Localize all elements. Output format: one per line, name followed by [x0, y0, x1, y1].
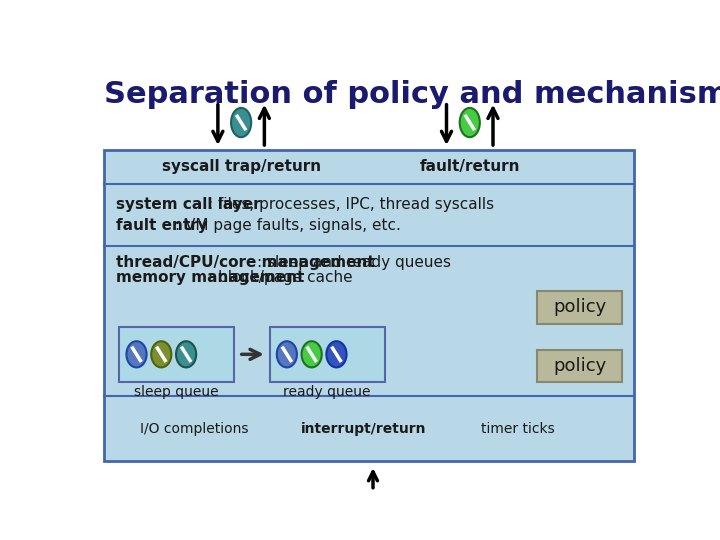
Text: memory management: memory management	[116, 271, 304, 285]
Ellipse shape	[276, 341, 297, 367]
Ellipse shape	[326, 341, 346, 367]
Text: thread/CPU/core management: thread/CPU/core management	[116, 255, 374, 270]
Text: interrupt/return: interrupt/return	[301, 422, 426, 436]
Text: : block/page cache: : block/page cache	[208, 271, 352, 285]
Text: sleep queue: sleep queue	[135, 385, 219, 399]
Text: fault/return: fault/return	[420, 159, 520, 174]
Text: policy: policy	[553, 357, 606, 375]
Ellipse shape	[302, 341, 322, 367]
Bar	[104, 150, 634, 461]
Ellipse shape	[151, 341, 171, 367]
Text: : sleep and ready queues: : sleep and ready queues	[256, 255, 451, 270]
Text: I/O completions: I/O completions	[140, 422, 248, 436]
Text: : VM page faults, signals, etc.: : VM page faults, signals, etc.	[175, 218, 401, 233]
Text: system call layer: system call layer	[116, 197, 260, 212]
Text: timer ticks: timer ticks	[480, 422, 554, 436]
Ellipse shape	[231, 108, 251, 137]
Text: Separation of policy and mechanism: Separation of policy and mechanism	[104, 80, 720, 109]
Bar	[537, 350, 622, 382]
Bar	[120, 327, 234, 382]
Bar	[537, 291, 622, 323]
Ellipse shape	[127, 341, 147, 367]
Bar	[270, 327, 384, 382]
Text: syscall trap/return: syscall trap/return	[161, 159, 320, 174]
Text: policy: policy	[553, 298, 606, 316]
Text: : files, processes, IPC, thread syscalls: : files, processes, IPC, thread syscalls	[208, 197, 494, 212]
Ellipse shape	[176, 341, 196, 367]
Text: ready queue: ready queue	[284, 385, 371, 399]
Ellipse shape	[459, 108, 480, 137]
Text: fault entry: fault entry	[116, 218, 207, 233]
